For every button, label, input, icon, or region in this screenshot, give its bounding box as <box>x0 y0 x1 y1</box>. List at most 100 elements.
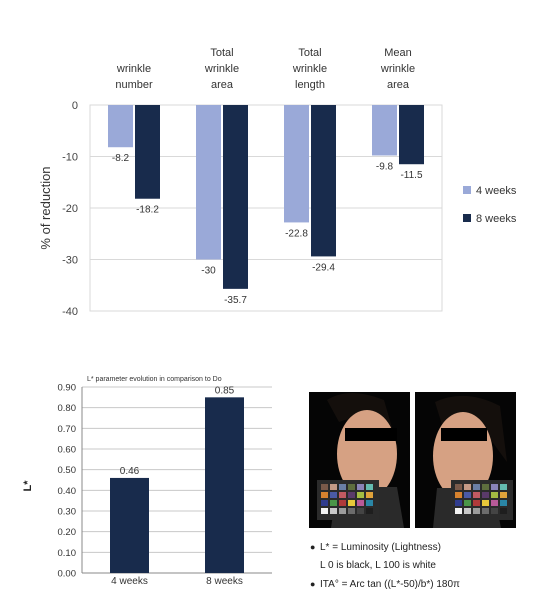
face-photo-front <box>309 392 410 528</box>
checker-patch <box>366 508 373 514</box>
y-tick-label: 0.60 <box>58 445 77 456</box>
y-tick-label: 0.10 <box>58 548 77 559</box>
bar-4-weeks <box>196 105 221 260</box>
y-tick-label: -30 <box>62 255 78 267</box>
checker-patch <box>339 500 346 506</box>
data-label: -29.4 <box>312 262 335 273</box>
data-label: -9.8 <box>376 161 394 172</box>
category-label: Total <box>298 47 321 59</box>
checker-patch <box>482 492 489 498</box>
y-tick-label: 0.30 <box>58 507 77 518</box>
face-photo-side <box>415 392 516 528</box>
legend-swatch <box>463 214 471 222</box>
bar-4-weeks <box>284 105 309 223</box>
checker-patch <box>348 500 355 506</box>
checker-patch <box>500 492 507 498</box>
checker-patch <box>366 500 373 506</box>
checker-patch <box>455 492 462 498</box>
y-tick-label: 0.20 <box>58 527 77 538</box>
checker-patch <box>473 492 480 498</box>
checker-patch <box>366 492 373 498</box>
checker-patch <box>482 500 489 506</box>
bar-4-weeks <box>372 105 397 156</box>
category-label: area <box>211 79 234 91</box>
note-ita: ● ITA° = Arc tan ((L*-50)/b*) 180π <box>310 575 535 594</box>
bar-4-weeks <box>108 105 133 148</box>
bar-8-weeks <box>311 105 336 257</box>
bar <box>110 477 149 573</box>
data-label: 0.85 <box>215 385 235 396</box>
checker-patch <box>473 484 480 490</box>
checker-patch <box>321 500 328 506</box>
face-photos <box>309 392 516 528</box>
checker-patch <box>339 508 346 514</box>
note-text: L* = Luminosity (Lightness) <box>320 542 441 553</box>
category-label: wrinkle <box>380 63 415 75</box>
checker-patch <box>500 484 507 490</box>
checker-patch <box>357 508 364 514</box>
data-label: -35.7 <box>224 295 247 306</box>
bar-8-weeks <box>399 105 424 165</box>
checker-patch <box>482 508 489 514</box>
note-text: L 0 is black, L 100 is white <box>320 560 436 571</box>
checker-patch <box>464 508 471 514</box>
category-label: number <box>115 79 153 91</box>
legend-label: 4 weeks <box>476 185 517 197</box>
bar-8-weeks <box>135 105 160 199</box>
y-axis-label: L* <box>22 480 34 492</box>
checker-patch <box>348 484 355 490</box>
checker-patch <box>464 492 471 498</box>
checker-patch <box>455 484 462 490</box>
y-tick-label: -40 <box>62 306 78 318</box>
checker-patch <box>330 484 337 490</box>
y-tick-label: 0.80 <box>58 403 77 414</box>
checker-patch <box>339 484 346 490</box>
checker-patch <box>464 500 471 506</box>
legend-swatch <box>463 186 471 194</box>
checker-patch <box>473 500 480 506</box>
bar <box>205 397 244 573</box>
y-tick-label: 0.40 <box>58 486 77 497</box>
bullet: ● <box>310 542 316 552</box>
checker-patch <box>321 492 328 498</box>
y-tick-label: 0.70 <box>58 424 77 435</box>
data-label: 0.46 <box>120 466 140 477</box>
wrinkle-reduction-chart: 0 -10 -20 -30 -40 % of reduction wrinkle number… <box>38 47 517 318</box>
legend-label: 8 weeks <box>476 213 517 225</box>
checker-patch <box>330 492 337 498</box>
category-label: Mean <box>384 47 412 59</box>
checker-patch <box>357 500 364 506</box>
chart-title: L* parameter evolution in comparison to … <box>87 376 222 383</box>
y-tick-label: 0.00 <box>58 569 77 580</box>
checker-patch <box>348 508 355 514</box>
note-scale: L 0 is black, L 100 is white <box>310 557 535 575</box>
checker-patch <box>491 492 498 498</box>
y-axis-label: % of reduction <box>38 166 53 249</box>
checker-patch <box>464 484 471 490</box>
checker-patch <box>366 484 373 490</box>
data-label: -11.5 <box>400 170 422 181</box>
checker-patch <box>321 508 328 514</box>
y-tick-label: 0 <box>72 100 78 112</box>
x-tick-label: 8 weeks <box>206 576 243 587</box>
checker-patch <box>357 484 364 490</box>
category-label: Total <box>210 47 233 59</box>
category-label: wrinkle <box>292 63 327 75</box>
data-label: -18.2 <box>136 205 159 216</box>
checker-patch <box>321 484 328 490</box>
category-label: length <box>295 79 325 91</box>
checker-patch <box>491 508 498 514</box>
checker-patch <box>491 484 498 490</box>
checker-patch <box>330 500 337 506</box>
x-tick-label: 4 weeks <box>111 576 148 587</box>
note-text: ITA° = Arc tan ((L*-50)/b*) 180π <box>320 579 460 590</box>
category-label: wrinkle <box>116 63 151 75</box>
checker-patch <box>500 500 507 506</box>
y-tick-label: 0.90 <box>58 383 77 394</box>
bullet: ● <box>310 579 316 589</box>
checker-patch <box>455 508 462 514</box>
checker-patch <box>473 508 480 514</box>
category-label: area <box>387 79 410 91</box>
data-label: -30 <box>201 266 216 277</box>
checker-patch <box>482 484 489 490</box>
